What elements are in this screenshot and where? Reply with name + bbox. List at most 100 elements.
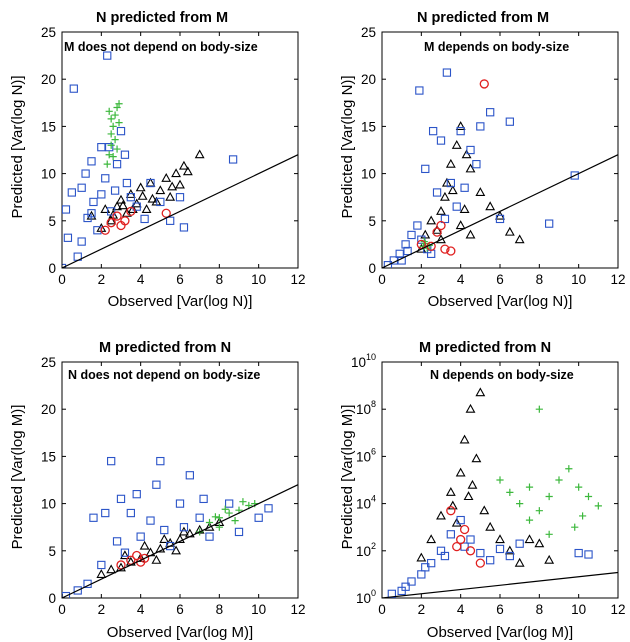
blue-square-point <box>401 240 410 249</box>
blue-square-point <box>199 494 208 504</box>
blue-square-point <box>234 527 244 537</box>
blue-square-point <box>407 577 416 586</box>
blue-square-point <box>116 494 126 504</box>
x-tick-label: 4 <box>457 272 465 287</box>
blue-square-point <box>395 249 404 258</box>
green-plus-point <box>584 492 593 501</box>
red-circle-point <box>132 550 142 561</box>
black-triangle-point <box>504 226 515 236</box>
green-plus-point <box>115 100 123 108</box>
black-triangle-point <box>485 521 496 531</box>
green-plus-point <box>516 500 524 508</box>
blue-square-point <box>166 216 175 225</box>
blue-square-point <box>126 193 135 202</box>
red-circle-point <box>161 208 171 218</box>
black-triangle-point <box>504 545 515 555</box>
blue-square-point <box>446 530 455 539</box>
green-plus-point <box>105 151 113 159</box>
y-tick-label: 102 <box>356 541 376 559</box>
blue-square-point <box>87 157 96 166</box>
x-tick-label: 0 <box>58 272 66 287</box>
y-tick-label: 0 <box>368 261 376 276</box>
x-tick-label: 6 <box>176 602 184 617</box>
green-plus-point <box>225 509 233 517</box>
blue-square-point <box>175 193 185 202</box>
blue-square-point <box>67 188 76 197</box>
blue-square-point <box>81 169 90 178</box>
blue-square-point <box>421 563 430 572</box>
x-tick-label: 0 <box>378 272 386 287</box>
green-plus-point <box>575 483 583 491</box>
black-triangle-point <box>465 403 476 413</box>
red-circle-point <box>126 206 136 217</box>
blue-square-point <box>195 513 204 522</box>
panel-4-title: M predicted from N <box>419 340 551 356</box>
blue-square-point <box>505 551 514 561</box>
x-tick-label: 12 <box>610 272 625 287</box>
red-circle-point <box>436 220 446 231</box>
green-plus-point <box>115 119 123 127</box>
black-triangle-point <box>451 517 462 527</box>
x-tick-label: 0 <box>378 602 386 617</box>
black-triangle-point <box>544 554 555 564</box>
blue-square-point <box>545 219 554 228</box>
panel-2-xlabel: Observed [Var(log N)] <box>428 293 573 310</box>
green-plus-point <box>535 405 543 413</box>
x-tick-label: 10 <box>571 602 586 617</box>
blue-square-point <box>452 202 461 211</box>
blue-square-point <box>140 214 149 224</box>
red-circle-point <box>479 79 489 89</box>
panel-1-ylabel: Predicted [Var(log N)] <box>9 75 26 218</box>
green-plus-point <box>211 513 219 521</box>
y-tick-label: 25 <box>41 25 56 40</box>
black-triangle-point <box>467 479 478 489</box>
blue-square-point <box>446 178 455 188</box>
blue-square-point <box>442 68 452 77</box>
green-plus-point <box>239 498 247 506</box>
y-tick-label: 0 <box>48 261 56 276</box>
black-triangle-point <box>534 538 545 548</box>
black-triangle-point <box>479 505 490 515</box>
panel-1-plot: 0 2 4 6 8 10 12 0 5 10 15 20 25 <box>41 25 306 287</box>
x-tick-label: 4 <box>137 272 145 287</box>
green-plus-point <box>579 512 587 520</box>
black-triangle-point <box>119 550 130 560</box>
blue-square-point <box>62 205 71 214</box>
x-tick-label: 12 <box>290 602 305 617</box>
blue-square-point <box>228 155 238 164</box>
x-tick-label: 2 <box>418 272 426 287</box>
panel-3: M predicted from N Predicted [Var(log M)… <box>9 340 306 641</box>
black-triangle-point <box>112 201 123 211</box>
red-circle-point <box>139 553 150 564</box>
black-triangle-point <box>447 185 458 195</box>
x-tick-label: 2 <box>418 602 426 617</box>
blue-square-point <box>415 86 424 95</box>
red-circle-point <box>446 506 456 516</box>
black-triangle-point <box>175 534 185 544</box>
blue-square-point <box>515 539 524 548</box>
black-triangle-point <box>118 200 128 210</box>
black-triangle-point <box>151 554 162 564</box>
blue-square-point <box>101 174 110 183</box>
black-triangle-point <box>155 543 166 553</box>
red-circle-point <box>432 227 442 237</box>
blue-square-point <box>73 586 82 595</box>
blue-square-point <box>495 214 505 224</box>
red-circle-point <box>446 246 456 256</box>
y-tick-label: 10 <box>41 167 56 182</box>
blue-square-point <box>440 551 450 561</box>
black-triangle-point <box>471 453 482 463</box>
black-triangle-point <box>194 149 205 159</box>
blue-square-point <box>584 550 593 559</box>
blue-square-point <box>101 508 110 518</box>
green-plus-point <box>109 122 117 130</box>
y-tick-label: 104 <box>356 494 376 512</box>
green-plus-point <box>231 516 239 525</box>
blue-square-point <box>413 221 422 230</box>
y-tick-label: 20 <box>361 72 376 87</box>
green-plus-point <box>506 488 514 496</box>
y-tick-label: 106 <box>356 446 376 464</box>
black-triangle-point <box>182 166 193 176</box>
y-tick-label: 1010 <box>351 352 376 370</box>
